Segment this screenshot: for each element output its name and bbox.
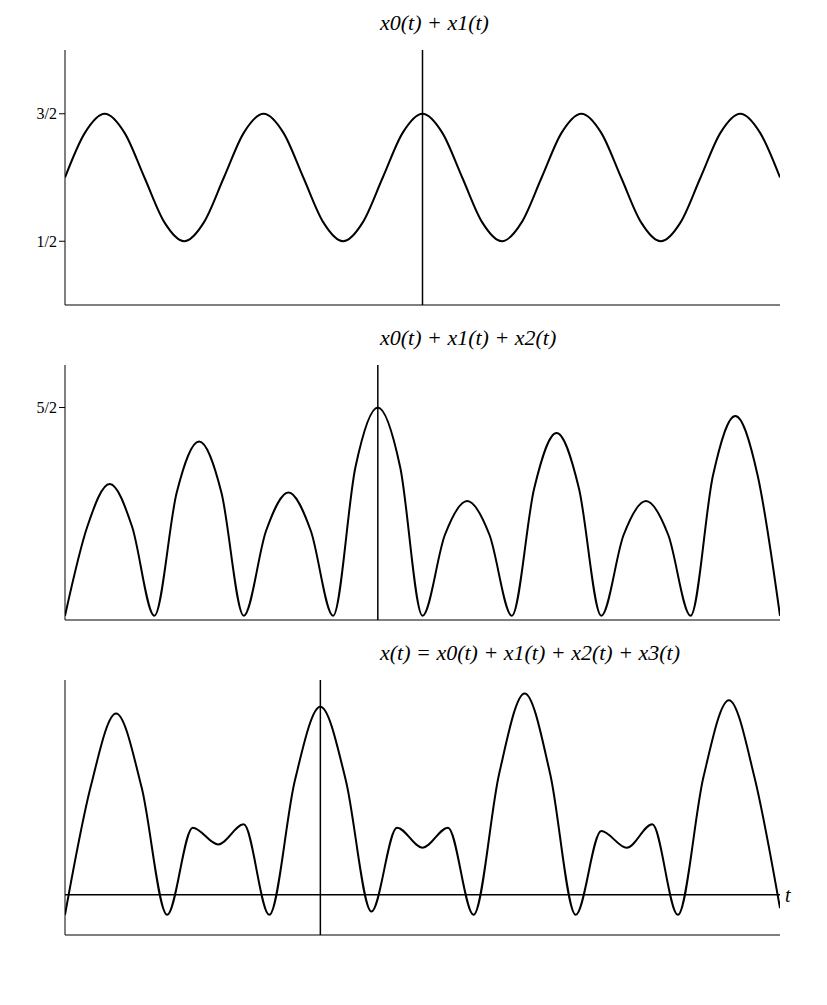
svg-text:1/2: 1/2 [37, 233, 57, 250]
html-text:x(t) = x0(t) + x1(t) + x2(t) +: x(t) = x0(t) + x1(t) + x2(t) + x3(t) [380, 640, 680, 665]
svg-text:5/2: 5/2 [37, 399, 57, 416]
svg-text:t: t [785, 884, 791, 906]
svg-text:3/2: 3/2 [37, 105, 57, 122]
html-text:x0(t) + x1(t) + x2(t): x0(t) + x1(t) + x2(t) [380, 325, 557, 350]
html-text:x0(t) + x1(t): x0(t) + x1(t) [380, 10, 489, 35]
